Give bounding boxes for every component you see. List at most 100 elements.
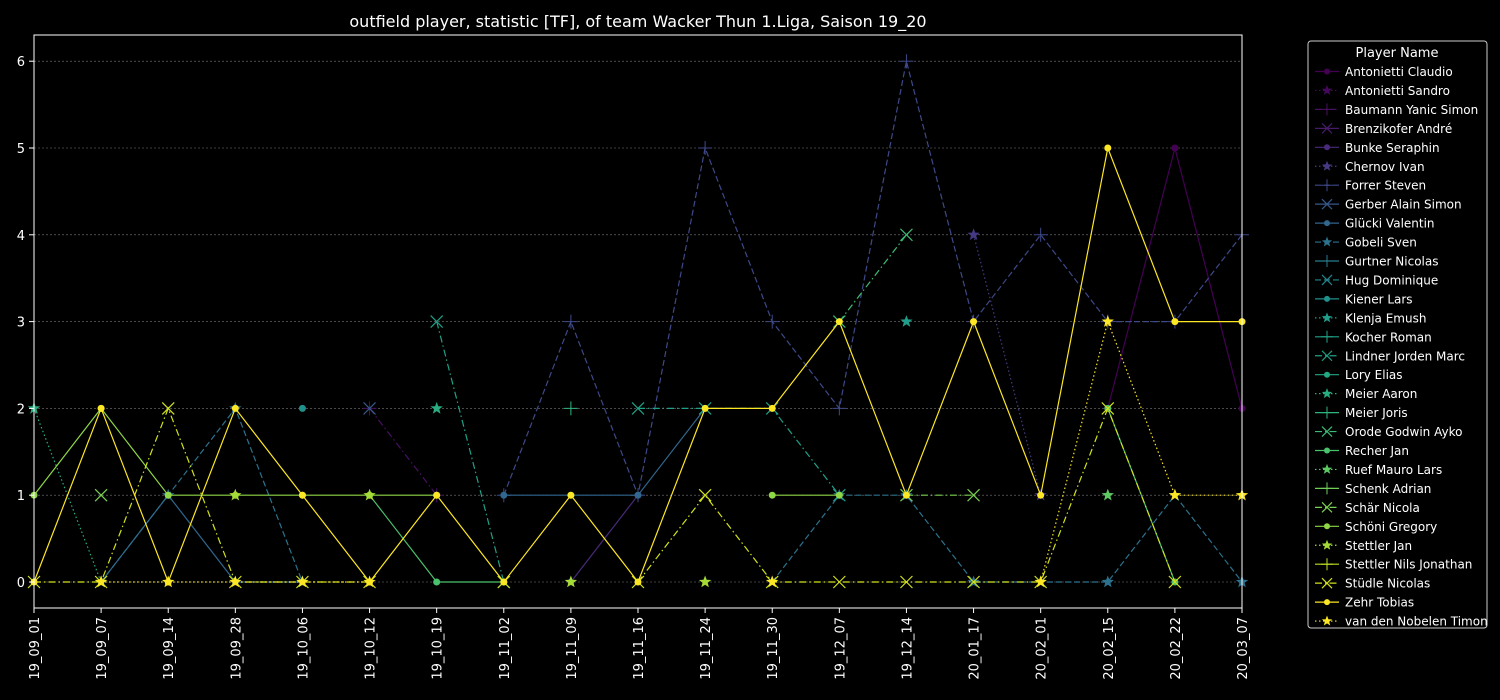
legend-item: Baumann Yanic Simon xyxy=(1315,103,1478,117)
legend-label: Schenk Adrian xyxy=(1345,482,1431,496)
series-stettler-jan xyxy=(229,488,712,588)
x-tick-label: 20_02_22 xyxy=(1169,617,1184,680)
legend-marker xyxy=(1321,160,1333,171)
data-point xyxy=(161,401,175,415)
legend-label: Hug Dominique xyxy=(1345,273,1438,287)
legend-marker xyxy=(1321,350,1333,362)
legend-marker xyxy=(1321,274,1333,286)
data-point xyxy=(631,401,645,415)
data-point xyxy=(1033,227,1048,242)
legend-marker xyxy=(1321,577,1333,589)
legend-item: Kiener Lars xyxy=(1315,292,1413,306)
series-line xyxy=(1040,319,1242,583)
legend-marker xyxy=(1321,255,1333,267)
data-point xyxy=(500,578,508,586)
data-point xyxy=(967,488,980,502)
data-point xyxy=(164,491,172,499)
legend-marker xyxy=(1324,599,1330,606)
legend-label: Lory Elias xyxy=(1345,368,1403,382)
data-point xyxy=(1101,315,1114,327)
data-point xyxy=(1101,401,1115,415)
data-point xyxy=(363,488,376,501)
legend-item: Zehr Tobias xyxy=(1315,596,1414,610)
legend-label: Klenja Emush xyxy=(1345,311,1426,325)
plot-series xyxy=(27,54,1249,589)
legend-label: Meier Joris xyxy=(1345,406,1408,420)
legend-label: Orode Godwin Ayko xyxy=(1345,425,1462,439)
legend-marker xyxy=(1324,371,1330,378)
legend-marker xyxy=(1324,68,1330,75)
x-tick-label: 20_02_15 xyxy=(1102,617,1117,680)
legend-label: Antonietti Sandro xyxy=(1345,84,1450,98)
y-tick-label: 5 xyxy=(17,142,25,157)
x-tick-label: 19_11_16 xyxy=(632,617,647,680)
legend-item: Lindner Jorden Marc xyxy=(1315,349,1465,363)
series-zehr-tobias xyxy=(30,144,1246,586)
y-tick-label: 1 xyxy=(17,489,25,504)
legend-marker xyxy=(1321,85,1333,95)
data-point xyxy=(900,228,913,242)
legend-label: Gerber Alain Simon xyxy=(1345,198,1462,212)
series-line xyxy=(503,61,1243,498)
series-line xyxy=(838,234,907,322)
legend-label: Recher Jan xyxy=(1345,444,1409,458)
y-tick-label: 4 xyxy=(17,229,25,244)
data-point xyxy=(97,404,105,412)
data-point xyxy=(900,575,913,589)
data-point xyxy=(563,314,578,329)
legend-item: Recher Jan xyxy=(1315,444,1409,458)
data-point xyxy=(765,314,780,329)
x-tick-label: 19_12_07 xyxy=(833,617,848,680)
data-point xyxy=(433,578,441,586)
y-tick-label: 2 xyxy=(17,402,25,417)
legend-label: Chernov Ivan xyxy=(1345,160,1425,174)
chart-title: outfield player, statistic [TF], of team… xyxy=(349,12,926,32)
legend-item: Meier Joris xyxy=(1315,406,1408,420)
y-tick-label: 6 xyxy=(17,55,25,70)
legend-marker xyxy=(1321,388,1333,399)
data-point xyxy=(698,575,712,588)
legend-item: Schöni Gregory xyxy=(1315,520,1437,534)
data-point xyxy=(94,575,108,588)
data-point xyxy=(1168,575,1182,589)
data-point xyxy=(231,404,239,412)
data-point xyxy=(967,228,980,241)
data-point xyxy=(567,491,575,499)
data-point xyxy=(1104,144,1112,152)
series-kiener-lars xyxy=(298,404,306,412)
data-point xyxy=(563,401,578,416)
legend-label: Glücki Valentin xyxy=(1345,217,1435,231)
series-line xyxy=(638,407,840,496)
data-point xyxy=(766,575,779,588)
legend-marker xyxy=(1321,482,1333,495)
legend-marker xyxy=(1321,236,1333,247)
legend-item: Meier Aaron xyxy=(1315,387,1417,401)
legend-item: Gobeli Sven xyxy=(1315,236,1417,250)
series-gerber-alain-simon xyxy=(363,401,376,415)
data-point xyxy=(1101,488,1114,501)
data-point xyxy=(1101,575,1114,588)
legend-marker xyxy=(1321,198,1333,210)
legend-label: Ruef Mauro Lars xyxy=(1345,463,1442,477)
data-point xyxy=(832,401,847,416)
series-line xyxy=(369,408,438,496)
y-tick-label: 0 xyxy=(17,576,25,591)
legend-item: Lory Elias xyxy=(1315,368,1403,382)
legend-item: Bunke Seraphin xyxy=(1315,141,1440,155)
data-point xyxy=(899,54,914,69)
data-point xyxy=(900,315,913,327)
data-point xyxy=(1171,318,1179,326)
legend-label: Kiener Lars xyxy=(1345,292,1413,306)
data-point xyxy=(363,401,376,415)
data-point xyxy=(430,401,443,414)
data-point xyxy=(298,404,306,412)
data-point xyxy=(835,318,843,326)
data-point xyxy=(698,141,713,155)
legend-marker xyxy=(1324,447,1330,454)
x-tick-label: 19_11_09 xyxy=(565,617,580,680)
legend-item: Forrer Steven xyxy=(1315,179,1426,193)
legend-item: Antonietti Sandro xyxy=(1315,84,1450,98)
data-point xyxy=(430,315,444,329)
data-point xyxy=(433,491,441,499)
x-tick-label: 19_11_30 xyxy=(766,617,781,680)
